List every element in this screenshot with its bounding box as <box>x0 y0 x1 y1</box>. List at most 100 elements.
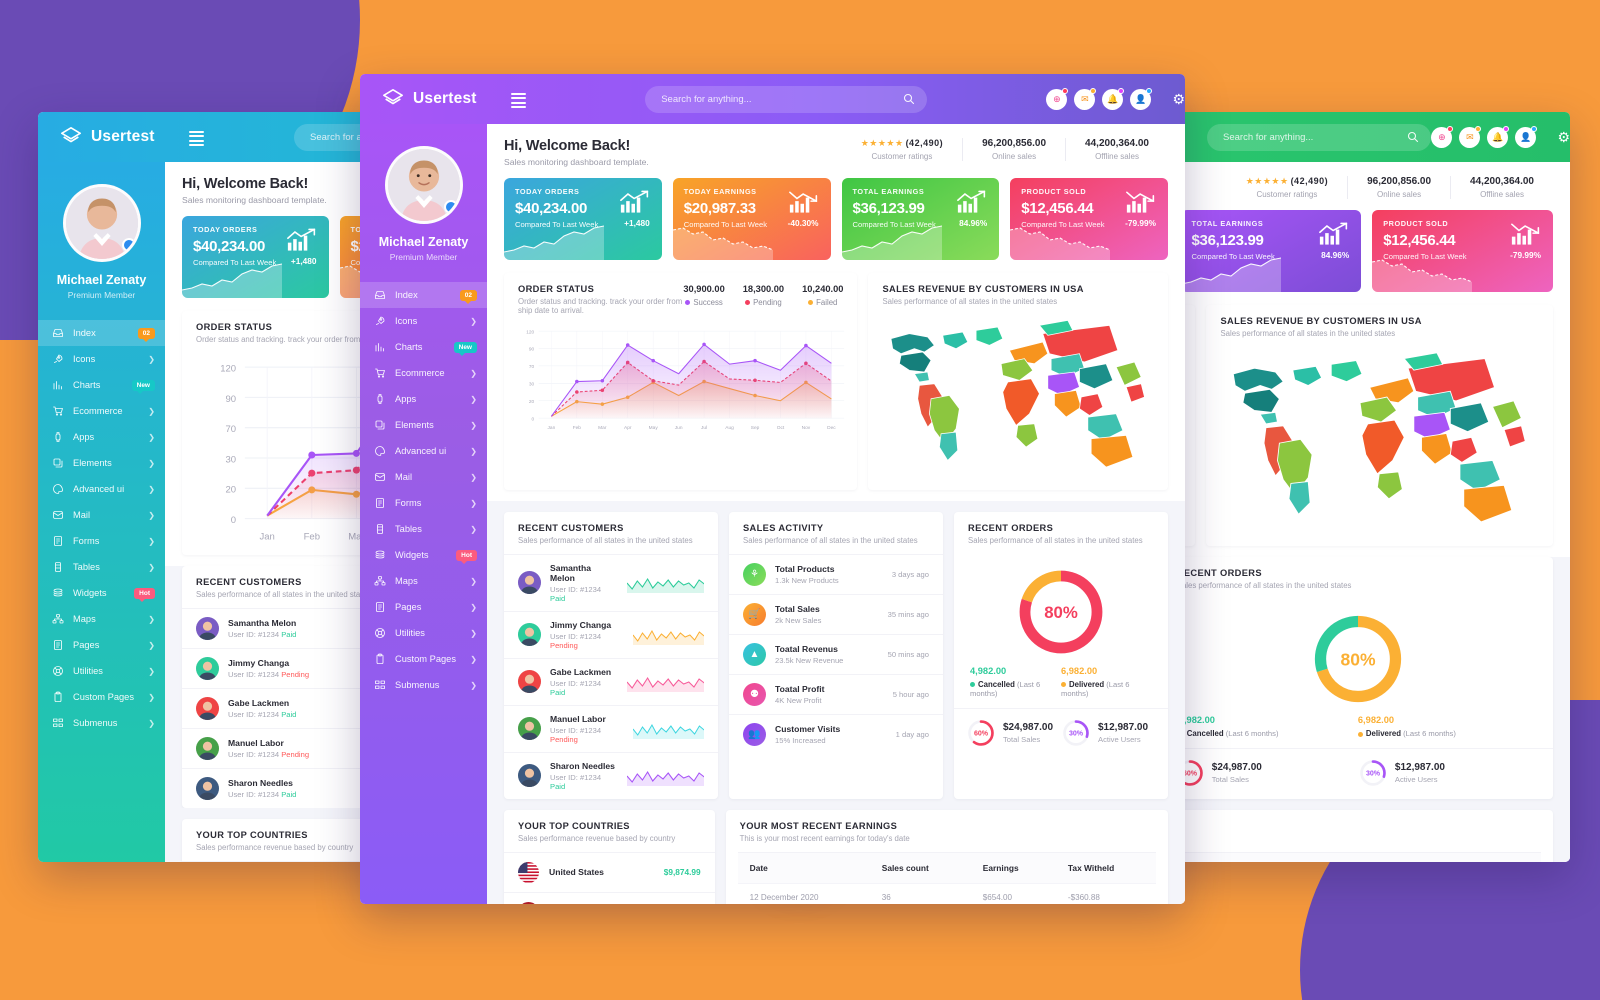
sidebar-item-index[interactable]: Index 02 <box>38 320 165 346</box>
customer-avatar <box>518 670 541 694</box>
list-item[interactable]: Manuel Labor User ID: #1234 Pending <box>504 704 718 752</box>
kpi-sparkline <box>1180 257 1281 292</box>
bell-icon[interactable]: 🔔 <box>1102 87 1125 110</box>
mail-icon[interactable]: ✉ <box>1074 87 1097 110</box>
sidebar-item-icons[interactable]: Icons ❯ <box>360 308 487 334</box>
sidebar-item-advanced-ui[interactable]: Advanced ui ❯ <box>360 438 487 464</box>
mail-icon[interactable]: ✉ <box>1459 125 1482 148</box>
avatar[interactable] <box>384 146 463 224</box>
kpi-card[interactable]: TODAY ORDERS $40,234.00 Compared To Last W… <box>182 216 329 298</box>
kpi-value: $12,456.44 <box>1021 200 1094 217</box>
sidebar-item-apps[interactable]: Apps ❯ <box>360 386 487 412</box>
globe-icon[interactable]: ⊕ <box>1046 87 1069 110</box>
sidebar-item-index[interactable]: Index 02 <box>360 282 487 308</box>
list-item[interactable]: Sharon Needles User ID: #1234 Paid <box>504 751 718 799</box>
sidebar-item-label: Pages <box>73 640 100 650</box>
gear-icon[interactable]: ⚙ <box>1557 128 1570 145</box>
menu-toggle-icon[interactable] <box>511 92 526 108</box>
sidebar-item-custom-pages[interactable]: Custom Pages ❯ <box>360 646 487 672</box>
list-item[interactable]: Gabe Lackmen User ID: #1234 Paid <box>504 657 718 705</box>
sidebar: Michael Zenaty Premium Member Index 02 Ico… <box>38 162 165 862</box>
chevron-right-icon: ❯ <box>470 654 477 664</box>
sidebar-item-pages[interactable]: Pages ❯ <box>38 632 165 658</box>
user-avatar-icon[interactable]: 👤 <box>1515 125 1538 148</box>
layers-icon <box>375 420 385 430</box>
sidebar-item-utilities[interactable]: Utilities ❯ <box>38 658 165 684</box>
recent-orders-donut[interactable]: 80% <box>1308 609 1408 709</box>
sidebar-item-charts[interactable]: Charts New <box>38 372 165 398</box>
list-item[interactable]: Samantha Melon User ID: #1234 Paid <box>504 553 718 611</box>
sidebar-item-ecommerce[interactable]: Ecommerce ❯ <box>38 398 165 424</box>
profile-block: Michael Zenaty Premium Member <box>360 124 487 282</box>
sidebar-item-submenus[interactable]: Submenus ❯ <box>38 710 165 736</box>
sidebar-item-submenus[interactable]: Submenus ❯ <box>360 672 487 698</box>
search-input[interactable] <box>645 85 928 113</box>
sidebar-item-maps[interactable]: Maps ❯ <box>38 606 165 632</box>
gear-icon[interactable]: ⚙ <box>1172 90 1185 107</box>
list-item[interactable]: Jimmy Changa User ID: #1234 Pending <box>504 610 718 658</box>
recent-orders-donut[interactable]: 80% <box>1013 564 1109 660</box>
page-title: Hi, Welcome Back! <box>504 138 631 154</box>
table-header-cell: Earnings <box>970 851 1056 884</box>
sidebar-item-tables[interactable]: Tables ❯ <box>38 554 165 580</box>
dashboard-window-front[interactable]: Usertest ⊕✉🔔👤 ⚙ Michael Zenaty Premium M… <box>360 74 1185 904</box>
sidebar-item-apps[interactable]: Apps ❯ <box>38 424 165 450</box>
list-item[interactable]: United States $9,874.99 <box>504 851 715 892</box>
table-header-cell: Sales count <box>869 851 971 884</box>
chevron-right-icon: ❯ <box>148 640 155 650</box>
sidebar-item-mail[interactable]: Mail ❯ <box>360 464 487 490</box>
sidebar-item-custom-pages[interactable]: Custom Pages ❯ <box>38 684 165 710</box>
world-map[interactable] <box>1216 349 1543 537</box>
sidebar-item-forms[interactable]: Forms ❯ <box>360 490 487 516</box>
status-badge: Paid <box>281 789 297 799</box>
status-badge: Paid <box>550 687 566 697</box>
legend-value: 4,982.00 <box>1178 715 1215 726</box>
bell-icon[interactable]: 🔔 <box>1487 125 1510 148</box>
sidebar-item-charts[interactable]: Charts New <box>360 334 487 360</box>
chevron-right-icon: ❯ <box>470 394 477 404</box>
svg-text:0: 0 <box>532 416 535 422</box>
kpi-card[interactable]: TOTAL EARNINGS $36,123.99 Compared To Last… <box>841 178 1000 260</box>
chevron-right-icon: ❯ <box>470 602 477 612</box>
sidebar-item-elements[interactable]: Elements ❯ <box>38 450 165 476</box>
kpi-card[interactable]: PRODUCT SOLD $12,456.44 Compared To Last W… <box>1372 210 1553 292</box>
kpi-card[interactable]: TODAY EARNINGS $20,987.33 Compared To Last… <box>672 178 831 260</box>
sidebar-item-tables[interactable]: Tables ❯ <box>360 516 487 542</box>
kpi-card[interactable]: TODAY ORDERS $40,234.00 Compared To Last W… <box>504 178 662 260</box>
brand[interactable]: Usertest <box>38 112 165 162</box>
sidebar-item-widgets[interactable]: Widgets Hot <box>38 580 165 606</box>
svg-text:Mar: Mar <box>598 425 607 431</box>
table-row[interactable]: 12 December 2020 36 $654.00 -$360.88 <box>737 882 1156 904</box>
sidebar-item-mail[interactable]: Mail ❯ <box>38 502 165 528</box>
list-item[interactable]: Netherlands$8,745.98 <box>504 891 715 904</box>
user-avatar-icon[interactable]: 👤 <box>1130 87 1153 110</box>
svg-text:Dec: Dec <box>827 425 836 431</box>
search-input[interactable] <box>1207 123 1432 151</box>
mini-value: $12,987.00 <box>1098 721 1149 733</box>
sidebar-item-utilities[interactable]: Utilities ❯ <box>360 620 487 646</box>
sidebar-item-forms[interactable]: Forms ❯ <box>38 528 165 554</box>
sidebar-item-elements[interactable]: Elements ❯ <box>360 412 487 438</box>
sidebar-item-widgets[interactable]: Widgets Hot <box>360 542 487 568</box>
mini-stat: 60% $24,987.00 Total Sales <box>1175 758 1358 788</box>
kpi-card[interactable]: TOTAL EARNINGS $36,123.99 Compared To Last… <box>1180 210 1362 292</box>
kpi-label: TOTAL EARNINGS <box>852 187 925 196</box>
menu-toggle-icon[interactable] <box>189 130 204 146</box>
kpi-card[interactable]: PRODUCT SOLD $12,456.44 Compared To Last W… <box>1010 178 1168 260</box>
sidebar-item-icons[interactable]: Icons ❯ <box>38 346 165 372</box>
globe-icon[interactable]: ⊕ <box>1431 125 1454 148</box>
notification-dot <box>1146 87 1153 94</box>
sidebar-item-pages[interactable]: Pages ❯ <box>360 594 487 620</box>
kpi-delta: +1,480 <box>624 218 650 228</box>
brand[interactable]: Usertest <box>360 74 487 124</box>
world-map[interactable] <box>876 317 1160 480</box>
sidebar-item-maps[interactable]: Maps ❯ <box>360 568 487 594</box>
sidebar-item-ecommerce[interactable]: Ecommerce ❯ <box>360 360 487 386</box>
avatar[interactable] <box>62 184 141 262</box>
sidebar-item-advanced-ui[interactable]: Advanced ui ❯ <box>38 476 165 502</box>
